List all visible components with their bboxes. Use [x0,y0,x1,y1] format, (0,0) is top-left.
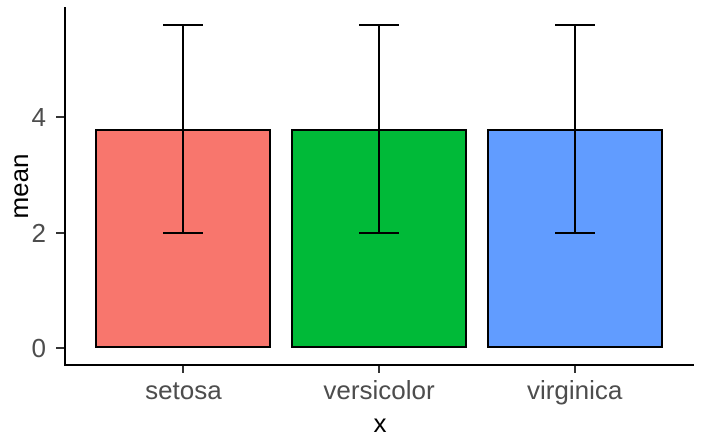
x-axis-tick-label: versicolor [323,375,435,405]
error-bar-cap-bottom-virginica [554,231,595,234]
y-axis-tick [56,346,64,349]
x-axis-tick [378,366,380,373]
error-bar-cap-top-versicolor [359,23,399,26]
x-axis-line [64,364,694,366]
y-axis-tick-label: 4 [31,102,46,133]
error-bar-cap-bottom-setosa [163,231,204,234]
y-axis-tick [56,231,64,234]
y-axis-title: mean [4,153,34,219]
x-axis-tick-label: virginica [526,375,623,405]
error-bar-cap-top-virginica [554,23,595,26]
x-axis-tick-label: setosa [145,375,222,405]
y-axis-line [64,7,66,366]
error-bar-line-versicolor [378,24,380,233]
error-bar-cap-bottom-versicolor [359,231,399,234]
error-bar-line-setosa [182,24,185,233]
y-axis-tick-label: 2 [31,217,46,248]
y-axis-tick-label: 0 [31,332,46,363]
x-axis-tick [182,366,185,373]
y-axis-tick [56,116,64,119]
x-axis-title: x [373,408,387,438]
error-bar-line-virginica [573,24,576,233]
error-bar-cap-top-setosa [163,23,204,26]
x-axis-tick [573,366,576,373]
